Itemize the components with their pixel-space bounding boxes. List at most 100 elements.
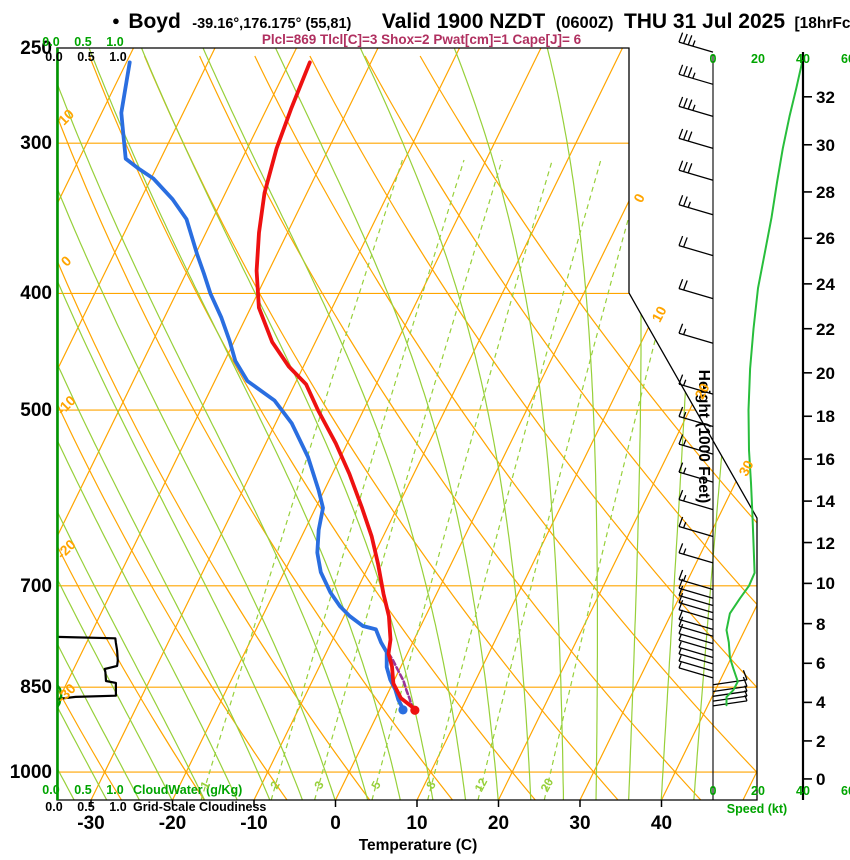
height-tick-label: 8	[816, 614, 826, 634]
height-tick-label: 4	[816, 693, 826, 713]
wind-barb	[678, 323, 714, 344]
cloudiness-scale-bottom: 0.0	[45, 800, 63, 814]
wind-barb	[678, 569, 714, 591]
wind-barb	[678, 543, 714, 564]
cloudwater-scale-top: 1.0	[106, 35, 124, 49]
speed-tick-label-top: 0	[709, 52, 717, 66]
valid-date: THU 31 Jul 2025	[623, 10, 786, 33]
temperature-tick-label: 20	[487, 813, 510, 834]
wind-barb	[678, 585, 714, 607]
wind-speed-curve	[725, 57, 804, 707]
temperature-tick-label: 30	[569, 813, 591, 834]
forecast-tag: [18hrFcst@1615z]	[794, 15, 850, 32]
pressure-tick-label: 1000	[9, 762, 52, 784]
surface-temperature-dot	[410, 705, 420, 715]
speed-tick-label-top: 60	[841, 52, 850, 66]
height-tick-label: 12	[816, 533, 835, 553]
wind-barb	[678, 462, 714, 483]
mixing-ratio-lines	[200, 159, 703, 800]
wind-barb	[678, 578, 714, 599]
cloudiness-scale-top: 1.0	[109, 50, 127, 64]
wind-barb	[678, 64, 714, 85]
wind-barb	[678, 634, 714, 651]
pressure-tick-label: 850	[20, 677, 52, 699]
cloudiness-scale-top: 0.0	[45, 50, 63, 64]
height-tick-label: 24	[816, 274, 835, 294]
wind-barb	[678, 160, 714, 181]
wind-barb	[712, 676, 748, 693]
speed-tick-label-bottom: 20	[751, 784, 765, 798]
cloudiness-scale-top: 0.5	[77, 50, 95, 64]
wind-barb	[678, 489, 714, 511]
cloudiness-scale-bottom: 0.5	[77, 800, 95, 814]
temperature-curve	[254, 60, 416, 711]
valid-time: Valid 1900 NZDT	[381, 10, 546, 33]
temperature-tick-label: 10	[406, 813, 428, 834]
temperature-ticks	[90, 800, 663, 807]
wind-barb	[678, 616, 714, 637]
wind-barb	[712, 669, 748, 686]
dewpoint-curve	[119, 60, 405, 711]
wind-barb	[678, 374, 714, 395]
wind-barb	[712, 694, 748, 707]
height-tick-label: 0	[816, 769, 826, 789]
height-tick-label: 32	[816, 87, 835, 107]
grid-scale-cloudiness-profile	[57, 635, 119, 702]
wind-barb	[678, 609, 714, 631]
cloudiness-scale-bottom: 1.0	[109, 800, 127, 814]
height-tick-label: 22	[816, 319, 835, 339]
cloudiness-axis-title: Grid-Scale Cloudiness	[133, 800, 267, 814]
speed-tick-label-bottom: 40	[796, 784, 810, 798]
chart-title: ● Boyd -39.16°,176.175° (55,81) Valid 19…	[112, 10, 850, 34]
height-tick-label: 26	[816, 229, 835, 249]
temperature-tick-label: -10	[240, 813, 268, 834]
height-tick-label: 20	[816, 363, 835, 383]
cloudwater-axis-title: CloudWater (g/Kg)	[133, 783, 243, 797]
sounding-profiles	[57, 60, 420, 715]
height-tick-label: 16	[816, 450, 835, 469]
height-tick-label: 30	[816, 135, 835, 155]
valid-zulu-time: (0600Z)	[555, 14, 614, 32]
wind-barb	[678, 278, 714, 300]
parcel-path	[388, 654, 415, 711]
cloudwater-scale-bottom: 0.0	[42, 783, 60, 797]
station-name: Boyd	[128, 10, 181, 33]
speed-tick-label-bottom: 0	[709, 784, 717, 798]
wind-barb	[678, 655, 714, 672]
cloudwater-scale-bottom: 1.0	[106, 783, 124, 797]
pressure-tick-label: 400	[20, 283, 52, 305]
wind-barb	[678, 641, 714, 659]
wind-barb	[678, 648, 714, 665]
wind-barb	[712, 690, 748, 702]
station-coordinates: -39.16°,176.175° (55,81)	[192, 16, 352, 32]
dry-adiabat-lines	[57, 55, 757, 800]
speed-axis-title: Speed (kt)	[726, 802, 788, 816]
cloudwater-scale-top: 0.5	[74, 35, 92, 49]
pressure-tick-label: 500	[20, 400, 52, 422]
wind-barb	[678, 434, 714, 455]
height-tick-label: 6	[816, 654, 826, 674]
wind-barb	[678, 661, 714, 679]
height-tick-label: 14	[816, 492, 835, 512]
station-bullet-icon: ●	[112, 13, 120, 28]
speed-tick-label-top: 40	[796, 52, 810, 66]
wind-barb	[678, 592, 714, 614]
wind-barb	[678, 516, 714, 538]
wind-barb	[678, 96, 714, 118]
speed-tick-label-bottom: 60	[841, 784, 850, 798]
pressure-tick-label: 300	[20, 133, 52, 155]
height-tick-label: 10	[816, 574, 835, 594]
speed-tick-label-top: 20	[751, 52, 765, 66]
pressure-tick-label: 250	[20, 38, 52, 59]
wind-barb	[678, 194, 714, 216]
height-tick-label: 28	[816, 182, 835, 202]
wind-barb	[678, 32, 714, 53]
surface-dewpoint-dot	[398, 705, 408, 715]
wind-barb	[678, 623, 714, 645]
stability-indices-line: Plcl=869 Tlcl[C]=3 Shox=2 Pwat[cm]=1 Cap…	[261, 32, 582, 47]
temperature-tick-label: 40	[650, 813, 673, 834]
cloudwater-scale-bottom: 0.5	[74, 783, 92, 797]
wind-barbs	[678, 32, 748, 800]
